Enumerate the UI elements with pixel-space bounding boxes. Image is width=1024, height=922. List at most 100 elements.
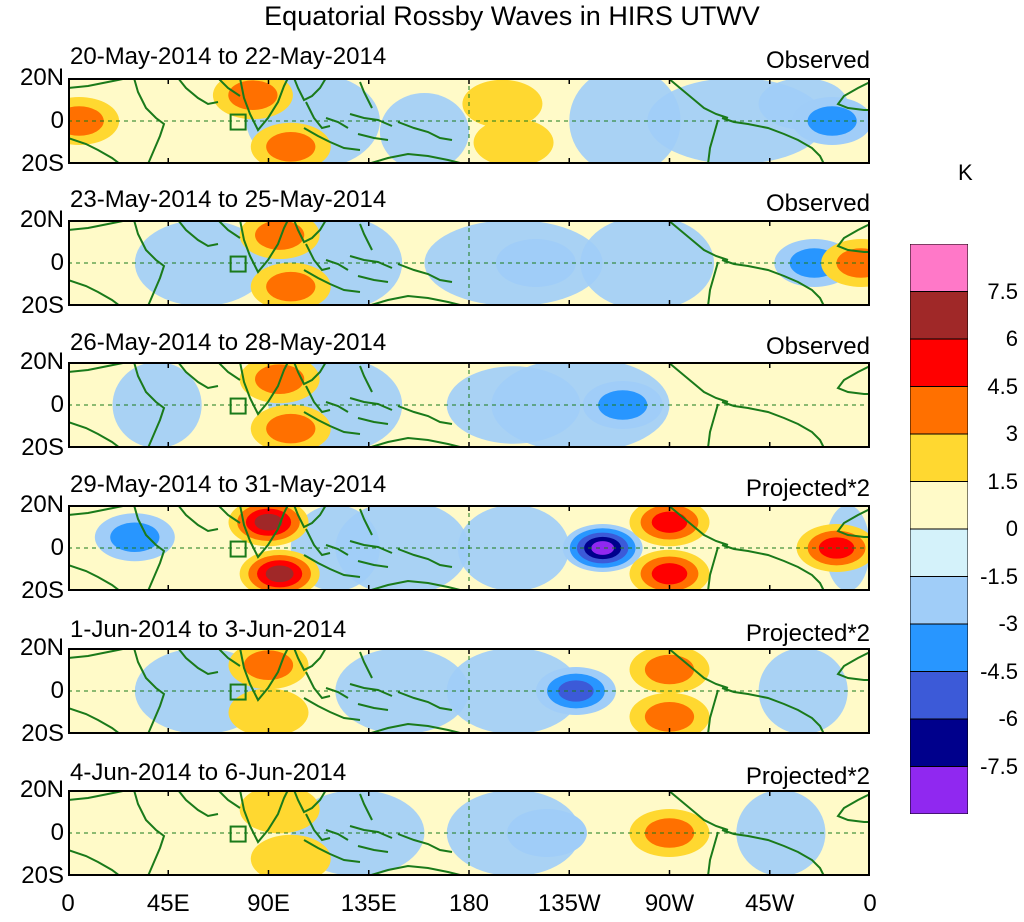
reference-box <box>229 683 247 701</box>
latitude-label: 20N <box>19 348 64 375</box>
coastline <box>721 259 825 306</box>
contour-region <box>457 505 570 591</box>
coastline <box>68 564 121 591</box>
contour-blob <box>266 271 316 302</box>
longitude-label: 0 <box>61 890 75 917</box>
contour-blob <box>243 650 294 680</box>
coastline <box>293 648 331 700</box>
latitude-label: 20S <box>21 292 64 319</box>
colorbar-segment <box>910 386 968 435</box>
latitude-label: 0 <box>50 249 64 276</box>
coastline <box>367 152 465 164</box>
map-panel <box>68 790 870 876</box>
reference-box <box>229 825 247 843</box>
panel-tag: Projected*2 <box>745 475 870 502</box>
coastline <box>359 651 373 679</box>
coastline <box>667 362 729 403</box>
colorbar-unit: K <box>958 160 973 185</box>
panel-tag: Observed <box>765 47 870 74</box>
contour-blob <box>110 522 160 553</box>
coastline <box>836 651 870 681</box>
reference-box <box>229 113 247 131</box>
colorbar-tick-label: 1.5 <box>987 468 1018 494</box>
contour-blob <box>228 688 309 734</box>
colorbar-tick-label: 0 <box>1005 516 1018 541</box>
coastline <box>359 793 373 821</box>
coastline <box>707 831 719 876</box>
longitude-label: 45W <box>745 890 795 917</box>
coastline <box>367 436 465 448</box>
colorbar-segment <box>910 576 968 625</box>
reference-box <box>229 255 247 273</box>
longitude-label: 0 <box>863 890 877 917</box>
latitude-label: 20N <box>19 206 64 233</box>
colorbar-tick-label: -7.5 <box>980 753 1018 779</box>
contour-blob <box>644 702 695 732</box>
contour-blob <box>266 413 316 444</box>
coastline <box>239 790 289 844</box>
coastline <box>836 223 870 253</box>
coastline <box>367 864 465 876</box>
longitude-label: 90W <box>644 890 695 917</box>
longitude-label: 45E <box>146 890 190 917</box>
contour-blob <box>266 132 316 162</box>
coastline <box>357 121 453 141</box>
coastline <box>357 548 453 568</box>
reference-box <box>229 397 247 415</box>
contour-region <box>758 648 848 734</box>
panel-date-range: 23-May-2014 to 25-May-2014 <box>70 186 387 213</box>
coastline <box>177 362 241 390</box>
coastline <box>367 294 465 306</box>
coastline <box>359 223 373 251</box>
map-panel <box>68 220 870 306</box>
longitude-label: 180 <box>448 890 490 917</box>
contour-blob <box>473 118 554 164</box>
coastline <box>836 508 870 538</box>
coastline <box>177 790 241 818</box>
contour-blob <box>254 513 283 531</box>
coastline <box>667 790 729 831</box>
contour-blob <box>651 563 688 585</box>
colorbar-segment <box>910 671 968 720</box>
map-panel <box>68 648 870 734</box>
colorbar-tick-label: -4.5 <box>980 658 1018 684</box>
latitude-label: 20N <box>19 491 64 518</box>
panel-date-range: 1-Jun-2014 to 3-Jun-2014 <box>70 616 347 643</box>
coastline <box>357 263 453 283</box>
coastline <box>721 687 825 734</box>
latitude-label: 20N <box>19 64 64 91</box>
colorbar-segment <box>910 623 968 672</box>
latitude-label: 20S <box>21 577 64 604</box>
map-panel <box>68 78 870 164</box>
coastline <box>303 540 393 578</box>
contour-blob <box>250 834 331 876</box>
coastline <box>68 137 121 164</box>
coastline <box>293 220 331 272</box>
colorbar-segment <box>910 481 968 530</box>
panel-date-range: 26-May-2014 to 28-May-2014 <box>70 329 387 356</box>
coastline <box>721 829 825 876</box>
longitude-label: 90E <box>247 890 290 917</box>
colorbar-segment <box>910 528 968 577</box>
map-panel <box>68 505 870 591</box>
coastline <box>293 78 331 130</box>
coastline <box>239 505 289 559</box>
latitude-label: 0 <box>50 391 64 418</box>
contour-blob <box>506 809 587 857</box>
latitude-label: 20S <box>21 434 64 461</box>
colorbar-segment <box>910 291 968 340</box>
coastline <box>68 421 121 448</box>
panel-tag: Observed <box>765 333 870 360</box>
coastline <box>293 362 331 414</box>
coastline <box>707 261 719 306</box>
coastline <box>836 793 870 823</box>
coastline <box>359 508 373 536</box>
contour-blob <box>807 106 857 136</box>
coastline <box>707 546 719 591</box>
coastline <box>667 78 729 119</box>
chart-title: Equatorial Rossby Waves in HIRS UTWV <box>264 1 760 31</box>
coastline <box>721 117 825 164</box>
coastline <box>721 544 825 591</box>
latitude-label: 0 <box>50 677 64 704</box>
latitude-label: 20S <box>21 862 64 889</box>
